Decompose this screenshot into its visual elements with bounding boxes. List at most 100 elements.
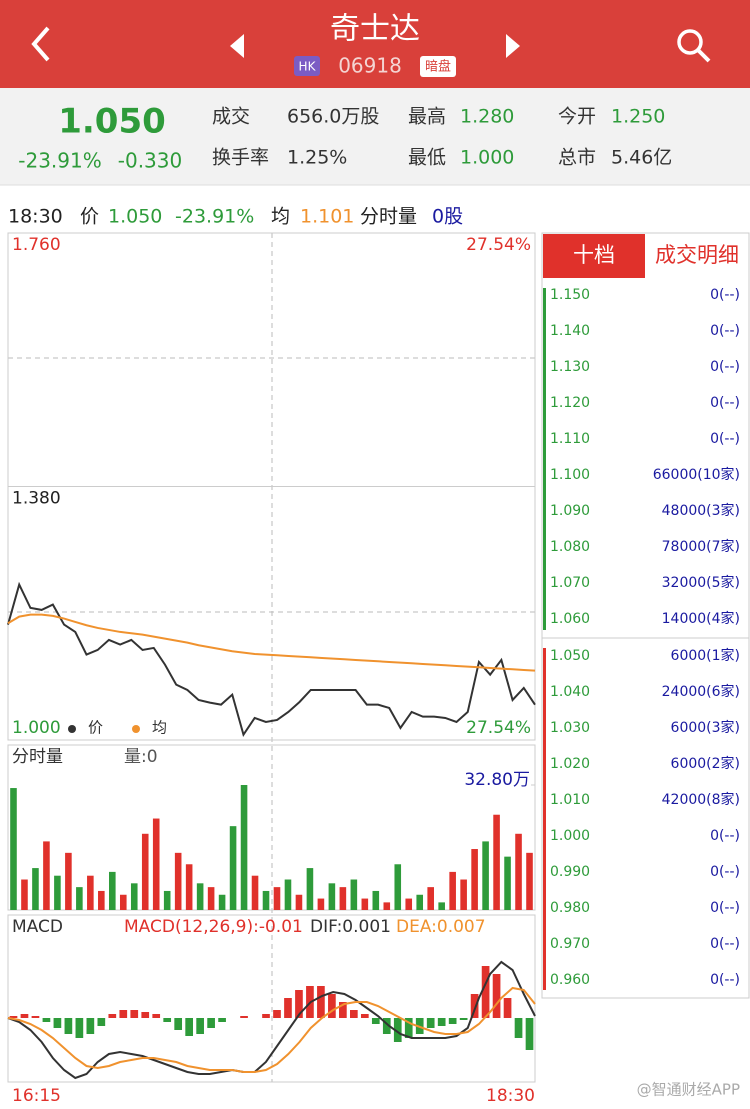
volume-bar [109, 871, 116, 910]
stat-label: 总市 [558, 147, 596, 169]
volume-bar [185, 864, 193, 910]
stat-label: 最低 [408, 147, 446, 169]
stat-value: 656.0万股 [287, 106, 379, 128]
macd-bar [240, 1016, 248, 1018]
book-price: 0.960 [550, 972, 590, 988]
stat-value: 5.46亿 [611, 147, 672, 169]
volume-bar [405, 898, 413, 910]
macd-bar [9, 1016, 18, 1018]
volume-bar [416, 894, 424, 910]
change-pct: -23.91% [18, 149, 101, 173]
book-volume: 0(--) [710, 323, 740, 339]
chart-title: 分时量 [12, 747, 63, 767]
macd-bar [75, 1018, 84, 1038]
macd-bar [185, 1018, 193, 1036]
macd-bar [382, 1018, 391, 1034]
macd-bar [152, 1014, 161, 1018]
macd-bar [207, 1018, 215, 1028]
book-volume: 32000(5家) [662, 574, 740, 591]
watermark: @智通财经APP [637, 1081, 740, 1099]
tab[interactable]: 成交明细 [655, 243, 739, 267]
volume-bar [493, 814, 500, 910]
book-volume: 0(--) [710, 395, 740, 411]
book-volume: 24000(6家) [662, 683, 740, 700]
macd-bar [130, 1010, 139, 1018]
back-button[interactable] [31, 26, 50, 62]
volume-bar [240, 785, 248, 910]
book-volume: 42000(8家) [662, 791, 740, 808]
macd-bar [470, 994, 479, 1018]
volume-bar [76, 887, 83, 910]
volume-bar [130, 883, 138, 910]
volume-bar [10, 788, 17, 910]
book-volume: 0(--) [710, 936, 740, 952]
volume-bar [229, 826, 237, 910]
indicator-line [7, 986, 536, 1073]
macd-bar [525, 1018, 534, 1050]
book-price: 1.100 [550, 467, 590, 483]
book-price: 1.110 [550, 431, 590, 447]
macd-bar [218, 1018, 226, 1022]
macd-bar [328, 994, 336, 1018]
book-volume: 48000(3家) [662, 502, 740, 519]
volume-bar [163, 890, 171, 910]
volume-bar [65, 852, 72, 910]
book-volume: 0(--) [710, 972, 740, 988]
volume-bar [54, 875, 61, 910]
book-price: 1.040 [550, 684, 590, 700]
book-price: 1.030 [550, 720, 590, 736]
stat-value: 1.25% [287, 147, 347, 169]
volume-bar [482, 841, 489, 910]
info-avg-label: 均 [271, 206, 290, 228]
chart-subtitle: 量:0 [124, 747, 158, 767]
y-tick-label: 32.80万 [464, 770, 530, 790]
ask-strip [543, 288, 546, 630]
volume-bar [317, 898, 325, 910]
stock-code: 06918 [338, 54, 402, 78]
stat-value: 1.250 [611, 106, 665, 128]
volume-bar [141, 833, 149, 910]
macd-bar [108, 1014, 117, 1018]
legend-dot [132, 725, 140, 733]
stat-label: 最高 [408, 106, 446, 128]
volume-frame [7, 744, 536, 911]
book-volume: 0(--) [710, 287, 740, 303]
volume-bar [449, 871, 456, 910]
info-change-pct: -23.91% [175, 206, 254, 228]
stat-label: 今开 [558, 106, 596, 128]
macd-bar [53, 1018, 62, 1028]
volume-bar [427, 887, 434, 910]
volume-bar [504, 856, 511, 910]
volume-bar [262, 890, 270, 910]
volume-bar [251, 875, 259, 910]
volume-bar [339, 887, 347, 910]
volume-bar [218, 894, 226, 910]
stat-value: 1.000 [460, 147, 514, 169]
tab-active[interactable] [543, 234, 645, 278]
tab[interactable]: 十档 [573, 243, 615, 267]
volume-bar [32, 868, 39, 910]
change: -0.330 [118, 149, 182, 173]
stat-label: 成交 [212, 106, 250, 128]
info-vol: 0股 [432, 206, 463, 228]
macd-bar [404, 1018, 413, 1038]
next-button[interactable] [506, 34, 520, 58]
header-bar [0, 0, 750, 88]
stat-value: 1.280 [460, 106, 514, 128]
market-badge: HK [299, 60, 317, 74]
dark-pool-badge-bg [420, 56, 456, 77]
macd-bar [97, 1018, 106, 1026]
pct-label: 27.54% [466, 718, 531, 738]
info-vol-label: 分时量 [360, 206, 417, 228]
legend-dot [68, 725, 76, 733]
chart-title: MACD [12, 917, 63, 937]
prev-button[interactable] [230, 34, 244, 58]
volume-bar [328, 883, 336, 910]
volume-bar [21, 879, 28, 910]
search-button[interactable] [677, 29, 711, 63]
book-price: 1.130 [550, 359, 590, 375]
x-label: 16:15 [12, 1086, 61, 1106]
macd-bar [42, 1018, 51, 1022]
